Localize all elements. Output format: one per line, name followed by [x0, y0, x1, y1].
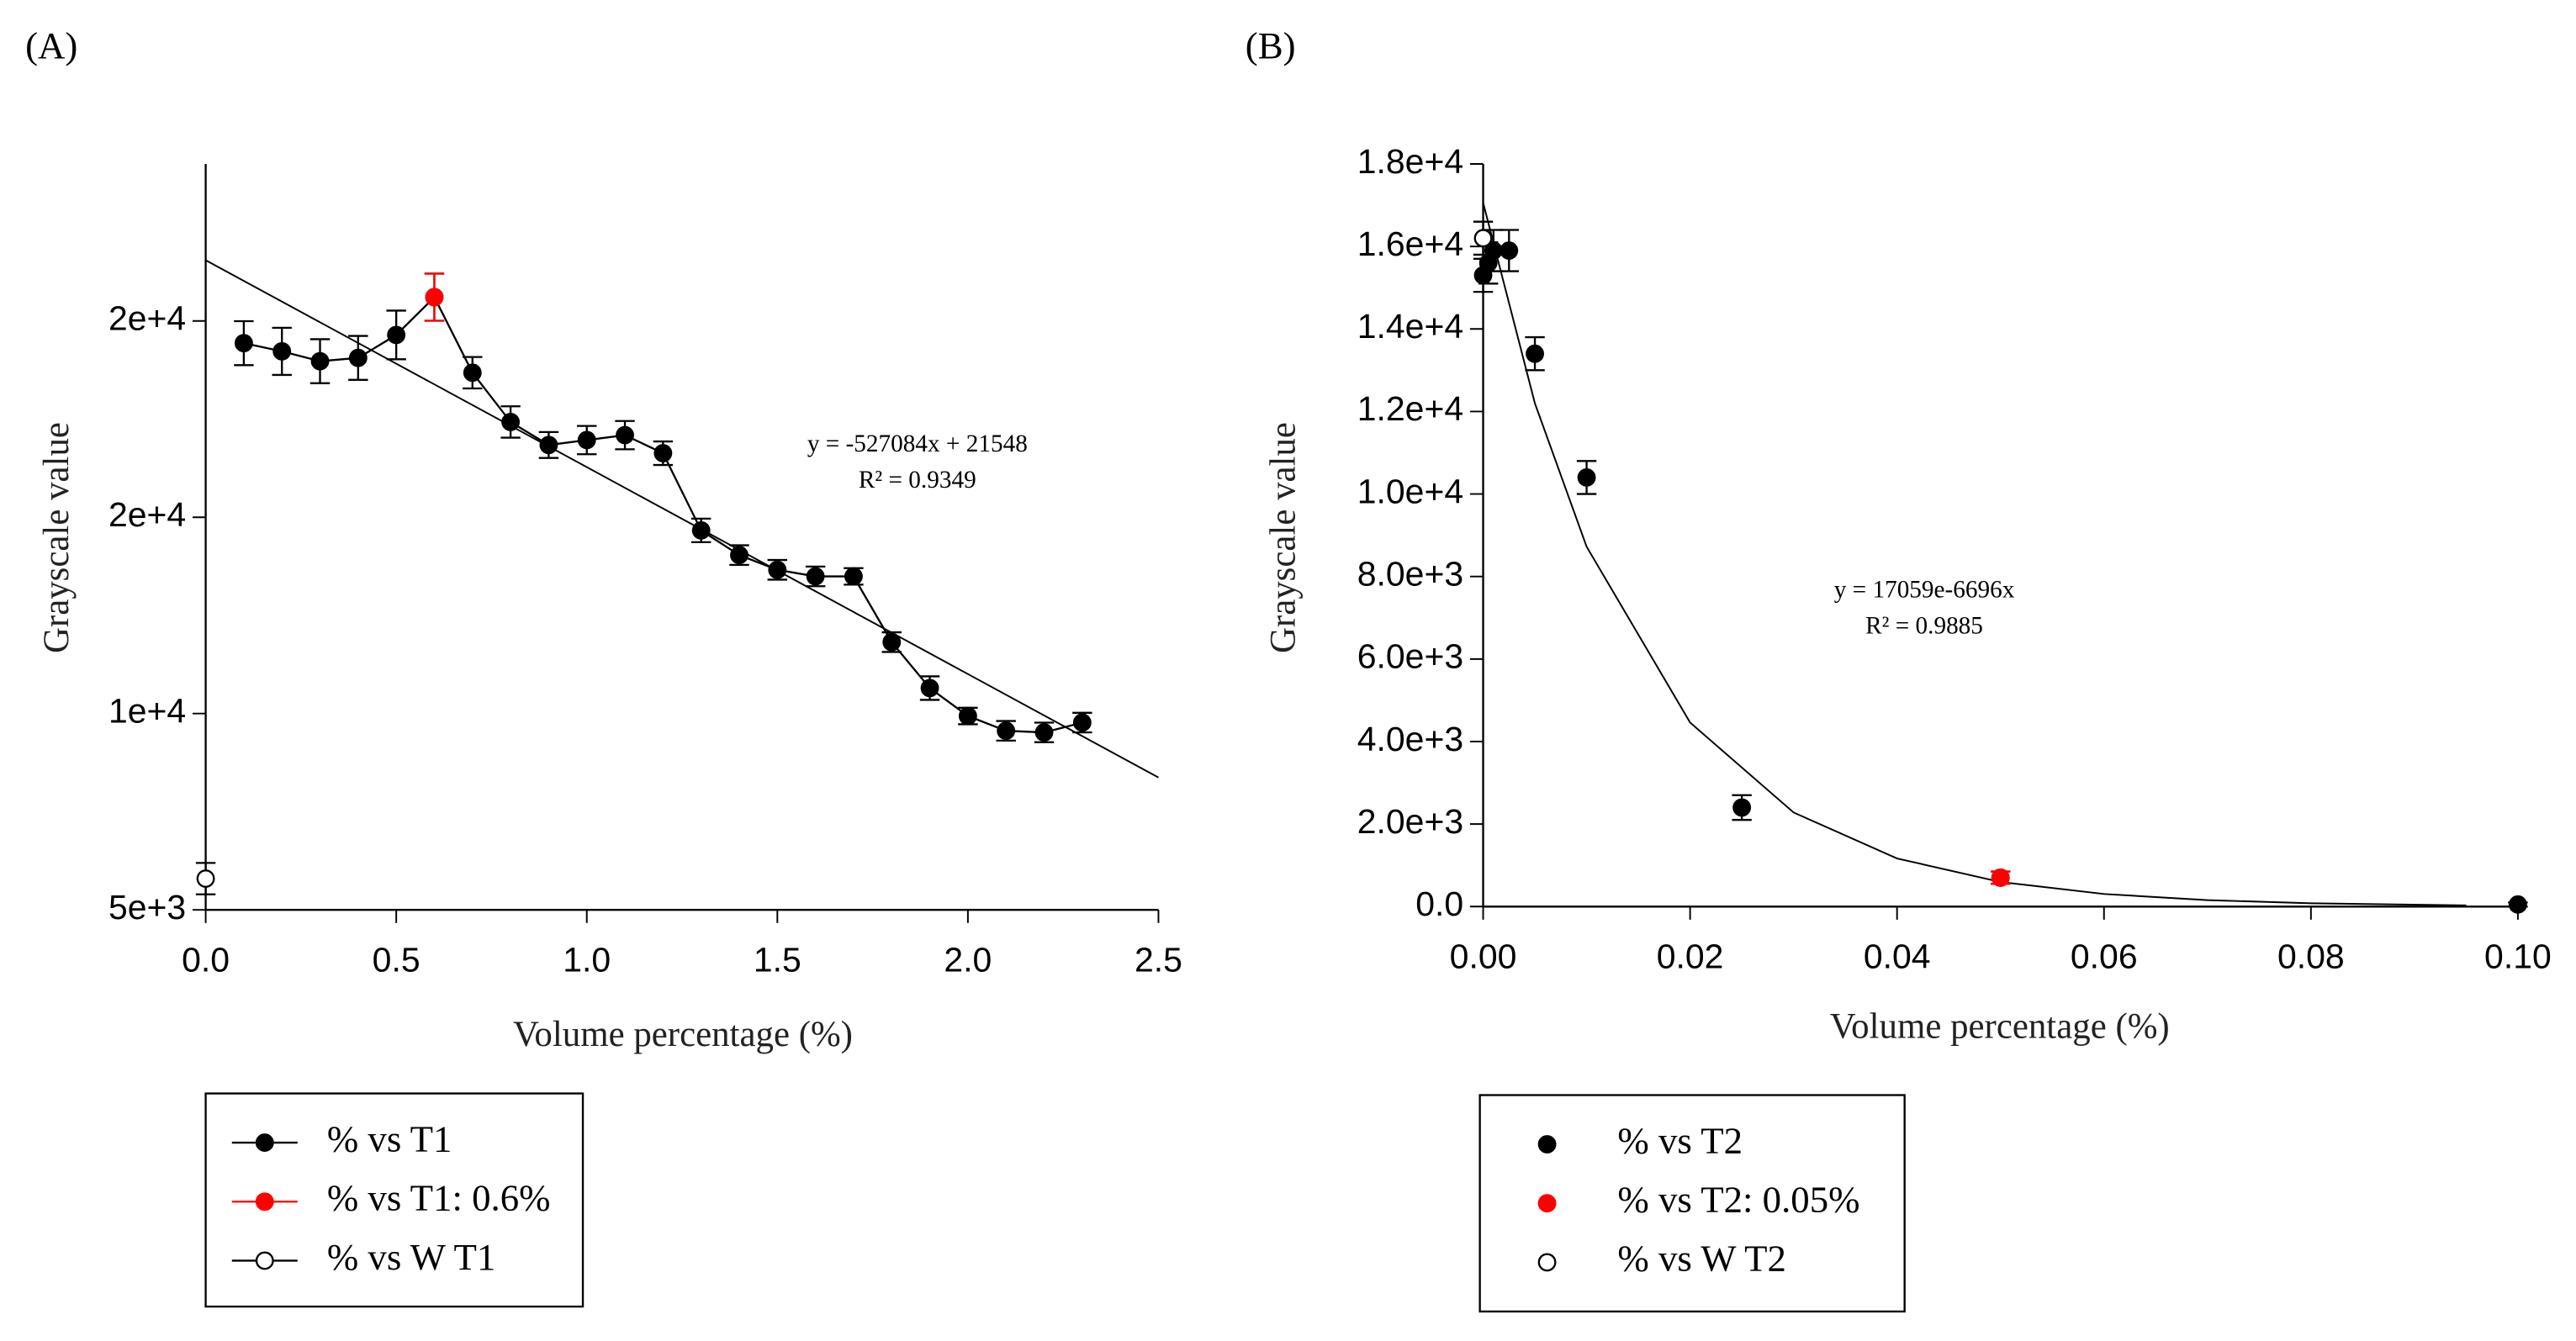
- data-point: [616, 425, 634, 445]
- panel: (B) 0.00 0.02 0.04 0.06 0.08 0.10 0.0 2.0e+3 4.0e…: [1246, 24, 2552, 1313]
- data-point: [463, 363, 482, 383]
- legend-marker: [1537, 1135, 1557, 1154]
- y-tick-label: 1.8e+4: [1357, 142, 1463, 181]
- data-point: [882, 632, 902, 652]
- data-point: [1034, 723, 1054, 742]
- legend-label: % vs T2: [1617, 1119, 1743, 1161]
- data-point: [920, 678, 939, 698]
- annotation: y = -527084x + 21548: [807, 430, 1028, 457]
- data-point: [653, 444, 673, 462]
- y-tick-label: 2e+4: [108, 495, 186, 534]
- panel-label: (A): [25, 24, 77, 66]
- y-axis-title: Grayscale value: [1263, 422, 1303, 653]
- x-axis-title: Volume percentage (%): [513, 1015, 853, 1054]
- trendline: [1482, 202, 2467, 906]
- y-tick-label: 2.0e+3: [1357, 802, 1463, 841]
- annotation: R² = 0.9349: [859, 467, 976, 494]
- x-tick-label: 0.08: [2277, 937, 2345, 975]
- panel: (A) 0.0 0.5 1.0 1.5 2.0 2.5 5e+3 1e+4 2e+4 2e+4 Vol…: [25, 24, 1182, 1308]
- data-point: [958, 706, 977, 726]
- legend-marker: [1537, 1253, 1557, 1272]
- y-axis-title: Grayscale value: [37, 422, 77, 653]
- y-tick-label: 1e+4: [108, 692, 186, 731]
- data-point: [1991, 868, 2010, 887]
- annotation: y = 17059e-6696x: [1834, 577, 2015, 604]
- y-tick-label: 8.0e+3: [1357, 555, 1463, 594]
- data-point: [730, 546, 748, 565]
- panel-label: (B): [1246, 24, 1296, 66]
- legend-marker: [255, 1133, 274, 1152]
- x-tick-label: 0.10: [2484, 937, 2552, 975]
- legend-marker: [255, 1251, 274, 1270]
- data-point: [1500, 241, 1519, 260]
- legend-marker: [1537, 1194, 1557, 1213]
- y-tick-label: 4.0e+3: [1357, 720, 1463, 758]
- data-point: [2508, 895, 2527, 914]
- x-tick-label: 2.5: [1135, 940, 1182, 979]
- data-point: [387, 325, 406, 345]
- legend-label: % vs T2: 0.05%: [1617, 1179, 1859, 1221]
- legend-label: % vs W T1: [327, 1236, 496, 1278]
- y-tick-label: 1.6e+4: [1357, 224, 1463, 263]
- legend-label: % vs W T2: [1617, 1238, 1786, 1280]
- data-point: [1526, 344, 1544, 363]
- data-point: [1732, 798, 1752, 817]
- x-tick-label: 0.02: [1657, 937, 1724, 975]
- legend-marker: [255, 1192, 274, 1212]
- annotation: R² = 0.9885: [1865, 613, 1983, 640]
- data-point: [425, 288, 444, 307]
- y-tick-label: 1.2e+4: [1357, 389, 1463, 428]
- data-point: [806, 567, 825, 586]
- data-point: [1473, 229, 1493, 248]
- y-tick-label: 5e+3: [108, 888, 186, 927]
- legend-label: % vs T1: 0.6%: [327, 1177, 551, 1219]
- data-point: [691, 520, 711, 540]
- data-point: [1577, 468, 1596, 487]
- x-axis-title: Volume percentage (%): [1830, 1006, 2170, 1046]
- data-point: [1072, 713, 1092, 732]
- x-tick-label: 0.0: [182, 940, 230, 979]
- data-point: [768, 560, 787, 579]
- data-point: [272, 341, 292, 361]
- x-tick-label: 0.04: [1864, 937, 1931, 975]
- trendline: [205, 259, 1159, 779]
- x-tick-label: 0.00: [1450, 937, 1517, 975]
- data-point: [234, 334, 253, 353]
- data-point: [501, 412, 521, 431]
- data-point: [577, 430, 596, 450]
- data-point: [844, 567, 863, 586]
- x-tick-label: 1.0: [563, 940, 611, 979]
- x-tick-label: 0.06: [2071, 937, 2138, 975]
- legend-label: % vs T1: [327, 1117, 452, 1159]
- x-tick-label: 2.0: [944, 940, 992, 979]
- data-point: [348, 348, 368, 367]
- y-tick-label: 0.0: [1415, 884, 1463, 923]
- x-tick-label: 0.5: [373, 940, 421, 979]
- x-tick-label: 1.5: [754, 940, 801, 979]
- data-point: [539, 436, 558, 455]
- y-tick-label: 2e+4: [108, 299, 186, 338]
- data-point: [196, 869, 215, 888]
- data-point: [997, 721, 1016, 741]
- y-tick-label: 1.0e+4: [1357, 472, 1463, 510]
- y-tick-label: 1.4e+4: [1357, 307, 1463, 346]
- y-tick-label: 6.0e+3: [1357, 637, 1463, 676]
- data-point: [310, 351, 330, 371]
